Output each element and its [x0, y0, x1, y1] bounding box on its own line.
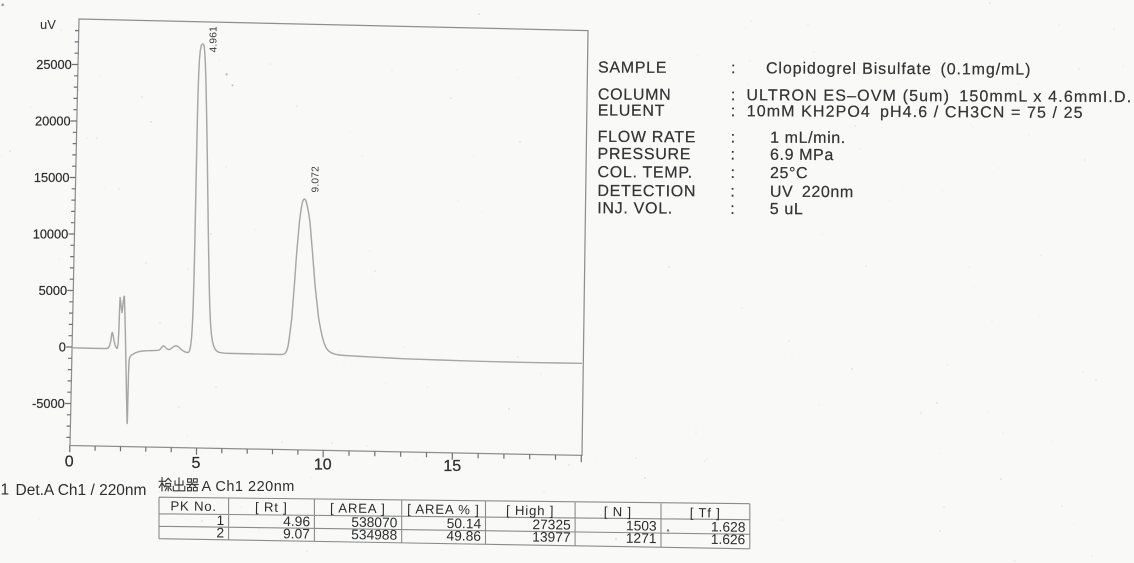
svg-text:534988: 534988 — [351, 527, 398, 543]
svg-text:-5000: -5000 — [32, 396, 65, 411]
svg-text:27325: 27325 — [532, 517, 571, 533]
svg-text:15: 15 — [443, 458, 461, 475]
svg-text:2: 2 — [216, 525, 224, 540]
svg-text:ULTRON ES–OVM (5um) 150mmL x 4: ULTRON ES–OVM (5um) 150mmL x 4.6mmI.D. — [746, 87, 1132, 106]
svg-text::: : — [730, 201, 735, 218]
svg-text:ELUENT: ELUENT — [598, 102, 665, 119]
svg-text:0: 0 — [65, 454, 74, 471]
svg-text:1 mL/min.: 1 mL/min. — [770, 130, 846, 147]
svg-text:A Ch1 220nm: A Ch1 220nm — [202, 479, 295, 495]
svg-text:1271: 1271 — [626, 531, 657, 546]
svg-text:Det.A Ch1 / 220nm: Det.A Ch1 / 220nm — [16, 482, 147, 499]
svg-text:DETECTION: DETECTION — [597, 183, 696, 200]
svg-text:50.14: 50.14 — [447, 516, 482, 531]
svg-text:INJ. VOL.: INJ. VOL. — [597, 200, 673, 217]
svg-text:9.07: 9.07 — [283, 526, 310, 541]
svg-text:FLOW RATE: FLOW RATE — [598, 129, 697, 146]
svg-text:4.96: 4.96 — [283, 514, 310, 529]
svg-text::: : — [731, 147, 736, 164]
svg-text::: : — [731, 60, 736, 77]
svg-text:[ Tf ]: [ Tf ] — [690, 505, 721, 520]
svg-text:20000: 20000 — [35, 113, 71, 128]
svg-text:25°C: 25°C — [770, 165, 808, 182]
svg-text:538070: 538070 — [351, 515, 398, 531]
svg-text:1503: 1503 — [626, 518, 657, 533]
svg-text:1.626: 1.626 — [711, 532, 746, 547]
svg-text:9.072: 9.072 — [311, 166, 322, 193]
svg-text:uV: uV — [40, 17, 56, 32]
svg-text::: : — [730, 165, 735, 182]
svg-text:6.9 MPa: 6.9 MPa — [770, 147, 834, 164]
svg-text:[ AREA ]: [ AREA ] — [330, 500, 386, 516]
svg-text:4.961: 4.961 — [209, 26, 220, 53]
svg-text:0: 0 — [59, 339, 66, 354]
svg-text:10000: 10000 — [33, 226, 69, 241]
svg-text::: : — [730, 184, 735, 201]
svg-text:SAMPLE: SAMPLE — [598, 60, 667, 77]
svg-text:COL. TEMP.: COL. TEMP. — [597, 164, 692, 181]
svg-text::: : — [731, 103, 736, 120]
svg-text:49.86: 49.86 — [446, 528, 481, 543]
svg-text:25000: 25000 — [36, 57, 72, 72]
svg-text:5000: 5000 — [39, 283, 67, 298]
svg-text:5: 5 — [192, 455, 201, 472]
svg-text:1: 1 — [1, 482, 10, 499]
svg-text:Clopidogrel Bisulfate (0.1mg/m: Clopidogrel Bisulfate (0.1mg/mL) — [766, 60, 1031, 78]
svg-text:10: 10 — [314, 456, 332, 473]
svg-text:[ Rt ]: [ Rt ] — [255, 499, 288, 514]
svg-text:15000: 15000 — [34, 170, 70, 185]
svg-text:1: 1 — [217, 513, 225, 528]
svg-text:[ N ]: [ N ] — [604, 504, 632, 519]
svg-text:5 uL: 5 uL — [770, 201, 804, 218]
svg-text:10mM KH2PO4 pH4.6 / CH3CN = 75: 10mM KH2PO4 pH4.6 / CH3CN = 75 / 25 — [747, 103, 1084, 122]
svg-text::: : — [731, 87, 736, 104]
svg-text:PK No.: PK No. — [170, 498, 217, 514]
svg-text:UV 220nm: UV 220nm — [770, 184, 854, 201]
svg-text:COLUMN: COLUMN — [598, 86, 672, 103]
svg-text:[ AREA % ]: [ AREA % ] — [407, 501, 480, 517]
svg-text:[ High ]: [ High ] — [506, 503, 554, 519]
svg-text:1.628: 1.628 — [711, 519, 746, 534]
svg-text::: : — [731, 129, 736, 146]
svg-text:13977: 13977 — [532, 529, 571, 545]
svg-text:PRESSURE: PRESSURE — [598, 146, 692, 163]
